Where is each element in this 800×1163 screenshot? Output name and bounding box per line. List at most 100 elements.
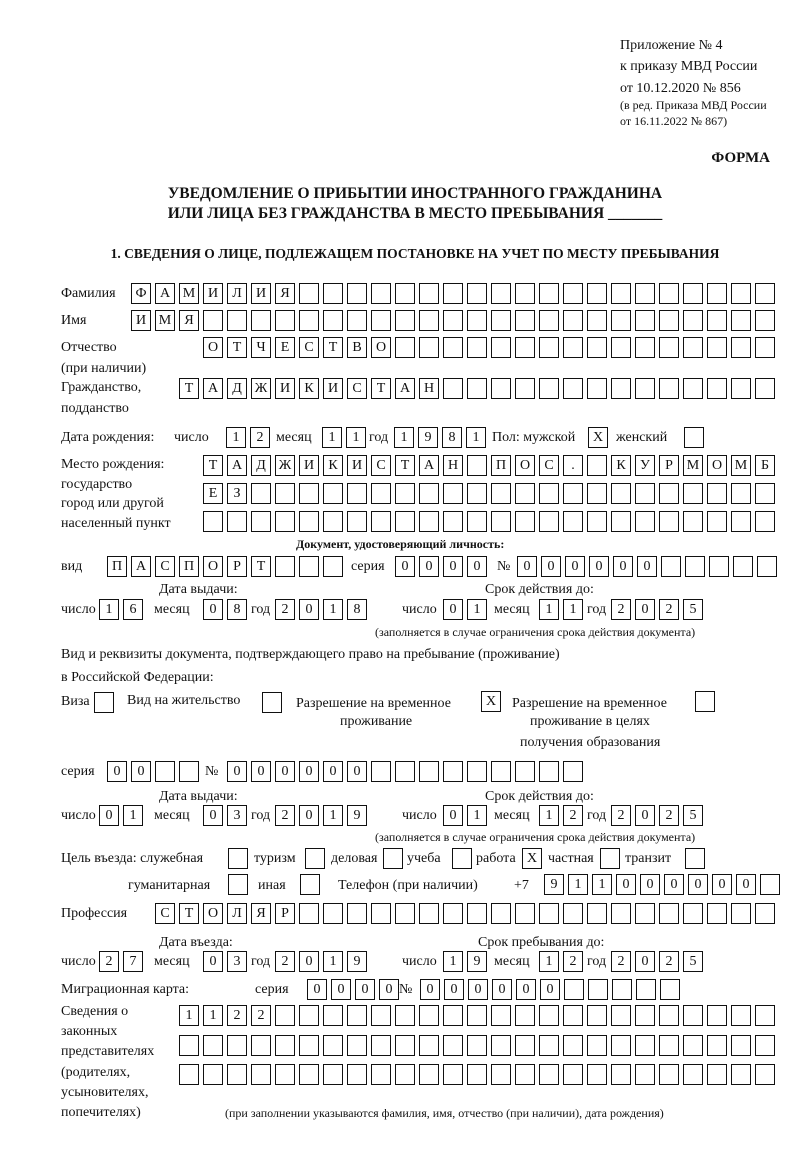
char-box-reps-1[interactable]: 2 [227,1005,247,1026]
char-box-birthplace-1[interactable]: И [299,455,319,476]
char-box-mc-number[interactable]: 0 [516,979,536,1000]
checkbox-doc-visa[interactable] [94,692,114,713]
char-box-name[interactable]: М [155,310,175,331]
char-box-id-series[interactable]: 0 [395,556,415,577]
char-box-id-kind[interactable]: Т [251,556,271,577]
char-box-patronymic[interactable] [395,337,415,358]
char-box-doc-number[interactable]: 0 [347,761,367,782]
char-box-reps-3[interactable] [491,1064,511,1085]
char-box-doc-number[interactable] [419,761,439,782]
char-box-reps-3[interactable] [371,1064,391,1085]
char-box-reps-1[interactable] [659,1005,679,1026]
char-box-reps-2[interactable] [707,1035,727,1056]
checkbox-p-study[interactable] [452,848,472,869]
char-box-surname[interactable]: А [155,283,175,304]
char-box-birthplace-2[interactable] [611,483,631,504]
checkbox-p-transit[interactable] [685,848,705,869]
char-box-reps-2[interactable] [755,1035,775,1056]
char-box-surname[interactable] [563,283,583,304]
char-box-phone[interactable]: 9 [544,874,564,895]
char-box-birthplace-1[interactable]: О [515,455,535,476]
char-box-doc-valid-year[interactable]: 2 [659,805,679,826]
char-box-reps-2[interactable] [683,1035,703,1056]
char-box-mc-number[interactable] [660,979,680,1000]
char-box-entry-month[interactable]: 3 [227,951,247,972]
char-box-id-valid-year[interactable]: 2 [659,599,679,620]
char-box-birthplace-3[interactable] [731,511,751,532]
char-box-id-number[interactable]: 0 [517,556,537,577]
char-box-reps-2[interactable] [203,1035,223,1056]
char-box-reps-1[interactable] [683,1005,703,1026]
char-box-name[interactable] [707,310,727,331]
char-box-birthplace-3[interactable] [491,511,511,532]
char-box-reps-1[interactable] [611,1005,631,1026]
char-box-birthplace-1[interactable]: Т [395,455,415,476]
char-box-birthplace-1[interactable] [587,455,607,476]
char-box-reps-1[interactable] [563,1005,583,1026]
char-box-phone[interactable]: 0 [736,874,756,895]
char-box-reps-3[interactable] [251,1064,271,1085]
char-box-name[interactable] [731,310,751,331]
char-box-birthplace-1[interactable]: . [563,455,583,476]
char-box-id-valid-year[interactable]: 0 [635,599,655,620]
char-box-surname[interactable] [707,283,727,304]
char-box-reps-1[interactable] [275,1005,295,1026]
char-box-name[interactable] [227,310,247,331]
char-box-doc-series[interactable]: 0 [131,761,151,782]
char-box-patronymic[interactable] [683,337,703,358]
char-box-profession[interactable]: С [155,903,175,924]
char-box-id-issue-year[interactable]: 0 [299,599,319,620]
char-box-name[interactable] [203,310,223,331]
char-box-id-valid-day[interactable]: 0 [443,599,463,620]
char-box-reps-2[interactable] [179,1035,199,1056]
char-box-phone[interactable]: 0 [712,874,732,895]
char-box-patronymic[interactable] [611,337,631,358]
checkbox-sex-female[interactable] [684,427,704,448]
checkbox-p-other[interactable] [300,874,320,895]
char-box-mc-number[interactable] [564,979,584,1000]
char-box-doc-valid-month[interactable]: 1 [539,805,559,826]
char-box-surname[interactable] [347,283,367,304]
char-box-reps-2[interactable] [563,1035,583,1056]
char-box-patronymic[interactable] [443,337,463,358]
char-box-doc-issue-year[interactable]: 9 [347,805,367,826]
char-box-birthplace-3[interactable] [587,511,607,532]
char-box-name[interactable] [251,310,271,331]
char-box-reps-2[interactable] [395,1035,415,1056]
char-box-name[interactable] [587,310,607,331]
char-box-profession[interactable] [755,903,775,924]
char-box-reps-3[interactable] [611,1064,631,1085]
char-box-doc-valid-year[interactable]: 0 [635,805,655,826]
char-box-reps-2[interactable] [611,1035,631,1056]
char-box-patronymic[interactable]: Ч [251,337,271,358]
char-box-birth-year[interactable]: 8 [442,427,462,448]
char-box-citizenship[interactable]: Д [227,378,247,399]
char-box-reps-3[interactable] [395,1064,415,1085]
char-box-phone[interactable]: 1 [592,874,612,895]
char-box-phone[interactable]: 0 [640,874,660,895]
char-box-doc-number[interactable] [563,761,583,782]
char-box-birthplace-2[interactable] [323,483,343,504]
char-box-birthplace-2[interactable] [443,483,463,504]
char-box-doc-number[interactable] [395,761,415,782]
char-box-surname[interactable] [539,283,559,304]
char-box-id-kind[interactable]: А [131,556,151,577]
char-box-doc-valid-year[interactable]: 5 [683,805,703,826]
char-box-name[interactable] [395,310,415,331]
char-box-birthplace-2[interactable] [347,483,367,504]
char-box-id-issue-month[interactable]: 0 [203,599,223,620]
char-box-birthplace-1[interactable]: Т [203,455,223,476]
char-box-profession[interactable] [467,903,487,924]
char-box-mc-number[interactable]: 0 [444,979,464,1000]
char-box-id-valid-day[interactable]: 1 [467,599,487,620]
char-box-birth-year[interactable]: 1 [394,427,414,448]
char-box-id-number[interactable]: 0 [637,556,657,577]
char-box-profession[interactable] [683,903,703,924]
char-box-surname[interactable] [443,283,463,304]
char-box-birthplace-2[interactable] [683,483,703,504]
char-box-entry-month[interactable]: 0 [203,951,223,972]
char-box-birthplace-1[interactable]: К [611,455,631,476]
char-box-birthplace-1[interactable]: А [227,455,247,476]
char-box-doc-number[interactable] [467,761,487,782]
char-box-reps-2[interactable] [299,1035,319,1056]
